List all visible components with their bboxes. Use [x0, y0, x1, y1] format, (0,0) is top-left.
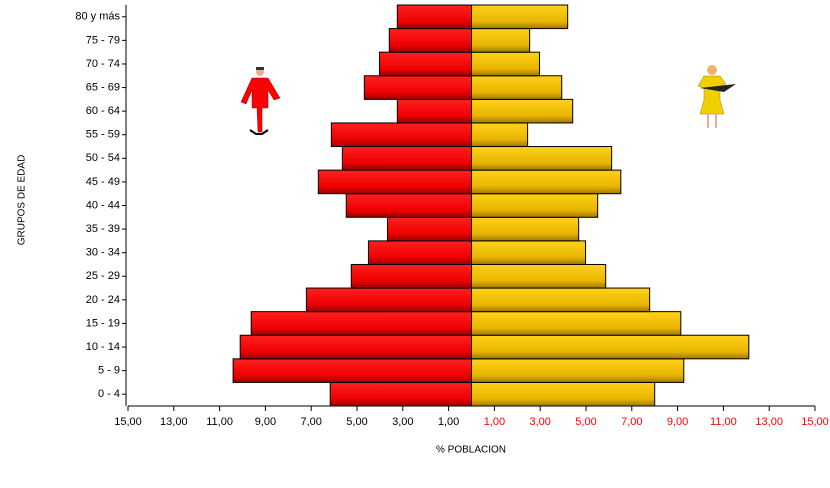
male-bar — [378, 51, 472, 77]
x-tick-label: 9,00 — [255, 416, 276, 428]
male-bar — [396, 98, 472, 124]
male-bar — [367, 240, 473, 265]
y-tick-label: 15 - 19 — [86, 317, 120, 329]
x-tick-label: 5,00 — [575, 416, 596, 428]
female-bar — [471, 51, 541, 77]
x-tick-label: 3,00 — [392, 416, 413, 428]
x-tick-label: 1,00 — [438, 416, 459, 428]
female-bar — [471, 311, 682, 336]
male-bar — [329, 381, 472, 407]
y-tick-label: 65 - 69 — [86, 81, 120, 93]
x-tick-label: 13,00 — [755, 416, 783, 428]
y-tick-label: 40 - 44 — [86, 199, 120, 211]
x-tick-label: 15,00 — [114, 416, 142, 428]
x-tick-label: 11,00 — [710, 416, 737, 428]
male-bar — [232, 358, 472, 383]
x-tick-label: 11,00 — [206, 416, 233, 428]
female-bar — [471, 358, 685, 383]
y-tick-label: 10 - 14 — [86, 341, 120, 353]
y-tick-label: 5 - 9 — [98, 365, 120, 377]
x-tick-label: 5,00 — [346, 416, 367, 428]
male-bar — [239, 334, 472, 360]
female-bar — [471, 240, 587, 265]
male-bar — [305, 287, 472, 313]
female-bar — [471, 381, 656, 407]
y-tick-label: 75 - 79 — [86, 34, 120, 46]
female-icon — [697, 65, 736, 128]
female-bar — [471, 146, 613, 171]
male-icon — [240, 67, 281, 135]
x-tick-label: 13,00 — [160, 416, 188, 428]
y-tick-label: 0 - 4 — [98, 388, 120, 400]
x-tick-label: 9,00 — [667, 416, 688, 428]
y-tick-label: 50 - 54 — [86, 152, 120, 164]
y-tick-label: 30 - 34 — [86, 247, 120, 259]
female-bar — [471, 169, 622, 195]
male-bar — [250, 311, 472, 336]
x-tick-label: 15,00 — [801, 416, 829, 428]
x-tick-label: 3,00 — [529, 416, 550, 428]
male-bar — [388, 28, 472, 53]
male-bar — [396, 4, 472, 30]
y-tick-label: 80 y más — [75, 11, 120, 23]
y-tick-label: 55 - 59 — [86, 129, 120, 141]
male-bar — [386, 216, 472, 242]
y-axis-label: GRUPOS DE EDAD — [17, 155, 28, 246]
male-bar — [317, 169, 473, 195]
y-tick-label: 60 - 64 — [86, 105, 120, 117]
y-tick-label: 25 - 29 — [86, 270, 120, 282]
male-bar — [330, 122, 472, 148]
female-bar — [471, 334, 750, 360]
x-tick-label: 7,00 — [300, 416, 321, 428]
female-bar — [471, 98, 574, 124]
female-bar — [471, 216, 580, 242]
female-bar — [471, 4, 569, 30]
y-tick-label: 20 - 24 — [86, 294, 120, 306]
y-tick-label: 35 - 39 — [86, 223, 120, 235]
female-bar — [471, 75, 563, 100]
female-bar — [471, 287, 651, 313]
y-tick-label: 45 - 49 — [86, 176, 120, 188]
female-bar — [471, 263, 607, 289]
x-tick-label: 7,00 — [621, 416, 642, 428]
female-bar — [471, 122, 529, 148]
male-bar — [363, 75, 472, 100]
x-tick-label: 1,00 — [484, 416, 505, 428]
y-tick-label: 70 - 74 — [86, 58, 120, 70]
x-axis-label: % POBLACION — [436, 445, 506, 456]
male-bar — [350, 263, 472, 289]
male-bar — [345, 193, 472, 218]
male-bar — [341, 146, 472, 171]
female-bar — [471, 28, 531, 53]
female-bar — [471, 193, 599, 218]
